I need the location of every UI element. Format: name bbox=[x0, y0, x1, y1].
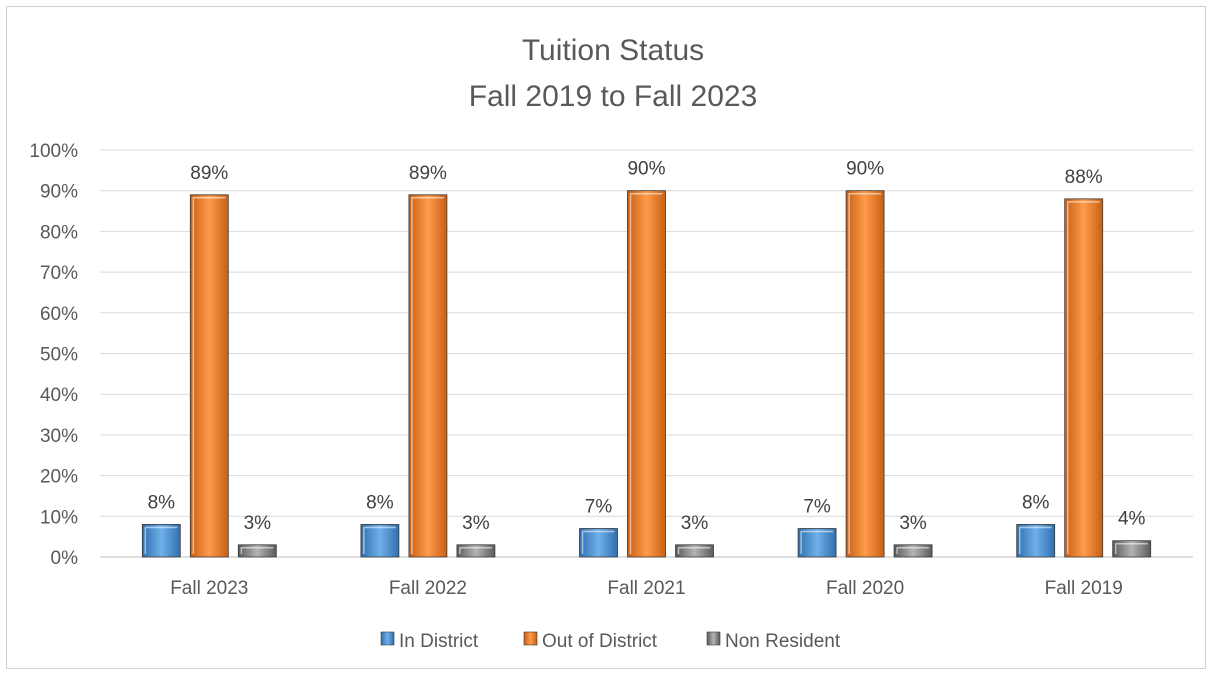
data-label: 89% bbox=[190, 163, 228, 184]
legend-label: In District bbox=[399, 631, 479, 652]
data-label: 90% bbox=[627, 159, 665, 180]
bar-body bbox=[456, 544, 496, 558]
bar: 8% bbox=[1016, 492, 1056, 558]
x-tick-label: Fall 2019 bbox=[1045, 578, 1123, 599]
data-label: 88% bbox=[1065, 167, 1103, 188]
data-label: 4% bbox=[1118, 509, 1146, 530]
legend-item: Out of District bbox=[523, 631, 658, 652]
legend-item: Non Resident bbox=[706, 631, 841, 652]
bar-body bbox=[408, 194, 448, 558]
y-tick-label: 20% bbox=[40, 467, 78, 488]
bar: 90% bbox=[845, 159, 885, 558]
bar-body bbox=[675, 544, 714, 558]
bar-body bbox=[579, 528, 618, 558]
bar-body bbox=[1016, 524, 1056, 558]
x-tick-label: Fall 2021 bbox=[607, 578, 685, 599]
bar-bevel bbox=[459, 547, 492, 554]
y-tick-label: 40% bbox=[40, 385, 78, 406]
y-tick-label: 60% bbox=[40, 304, 78, 325]
data-label: 7% bbox=[803, 497, 831, 518]
bar: 8% bbox=[141, 492, 181, 558]
data-label: 8% bbox=[366, 492, 394, 513]
bar: 3% bbox=[893, 513, 933, 558]
bar: 89% bbox=[189, 163, 229, 558]
data-label: 3% bbox=[681, 513, 709, 534]
data-label: 3% bbox=[462, 513, 490, 534]
x-tick-label: Fall 2020 bbox=[826, 578, 904, 599]
legend-swatch bbox=[380, 631, 395, 646]
chart-subtitle: Fall 2019 to Fall 2023 bbox=[469, 80, 758, 113]
bar-bevel bbox=[1018, 526, 1052, 554]
bar-bevel bbox=[629, 192, 663, 554]
bar: 7% bbox=[579, 497, 618, 558]
bar-bevel bbox=[581, 530, 615, 554]
bar-body bbox=[237, 544, 277, 558]
bar: 3% bbox=[237, 513, 277, 558]
y-tick-label: 100% bbox=[29, 141, 78, 162]
chart-title: Tuition Status bbox=[522, 34, 704, 67]
bar-body bbox=[189, 194, 229, 558]
bar-bevel bbox=[192, 197, 226, 554]
legend-swatch bbox=[706, 631, 721, 646]
bar: 90% bbox=[627, 159, 666, 558]
bar-bevel bbox=[896, 547, 930, 554]
y-tick-label: 30% bbox=[40, 426, 78, 447]
data-label: 90% bbox=[846, 159, 884, 180]
data-label: 89% bbox=[409, 163, 447, 184]
bar-body bbox=[797, 528, 837, 558]
bar-body bbox=[627, 190, 666, 558]
bar-bevel bbox=[363, 526, 396, 554]
bar-bevel bbox=[1066, 201, 1100, 554]
legend-label: Non Resident bbox=[725, 631, 841, 652]
bar: 3% bbox=[456, 513, 496, 558]
y-tick-label: 90% bbox=[40, 182, 78, 203]
y-tick-label: 50% bbox=[40, 345, 78, 366]
bar: 4% bbox=[1112, 509, 1152, 558]
data-label: 8% bbox=[1022, 492, 1050, 513]
bar: 89% bbox=[408, 163, 448, 558]
data-label: 3% bbox=[244, 513, 272, 534]
legend-swatch bbox=[523, 631, 538, 646]
bar: 8% bbox=[360, 492, 400, 558]
x-tick-label: Fall 2023 bbox=[170, 578, 248, 599]
bar-body bbox=[845, 190, 885, 558]
y-tick-label: 0% bbox=[51, 548, 79, 569]
bar: 7% bbox=[797, 497, 837, 558]
legend-label: Out of District bbox=[542, 631, 658, 652]
data-label: 7% bbox=[585, 497, 613, 518]
y-tick-label: 10% bbox=[40, 507, 78, 528]
x-tick-label: Fall 2022 bbox=[389, 578, 467, 599]
data-label: 8% bbox=[148, 492, 176, 513]
bar-bevel bbox=[411, 197, 444, 554]
y-tick-label: 70% bbox=[40, 263, 78, 284]
bar-body bbox=[360, 524, 400, 558]
bar: 88% bbox=[1064, 167, 1104, 558]
bar-bevel bbox=[144, 526, 178, 554]
bar-bevel bbox=[1114, 542, 1148, 554]
data-label: 3% bbox=[899, 513, 927, 534]
bar-bevel bbox=[800, 530, 834, 554]
bar: 3% bbox=[675, 513, 714, 558]
bar-bevel bbox=[240, 547, 274, 554]
bar-bevel bbox=[848, 192, 882, 554]
y-tick-label: 80% bbox=[40, 222, 78, 243]
bar-body bbox=[1112, 540, 1152, 558]
bar-bevel bbox=[677, 547, 711, 554]
bar-body bbox=[1064, 198, 1104, 558]
legend-item: In District bbox=[380, 631, 479, 652]
bar-body bbox=[141, 524, 181, 558]
bar-body bbox=[893, 544, 933, 558]
